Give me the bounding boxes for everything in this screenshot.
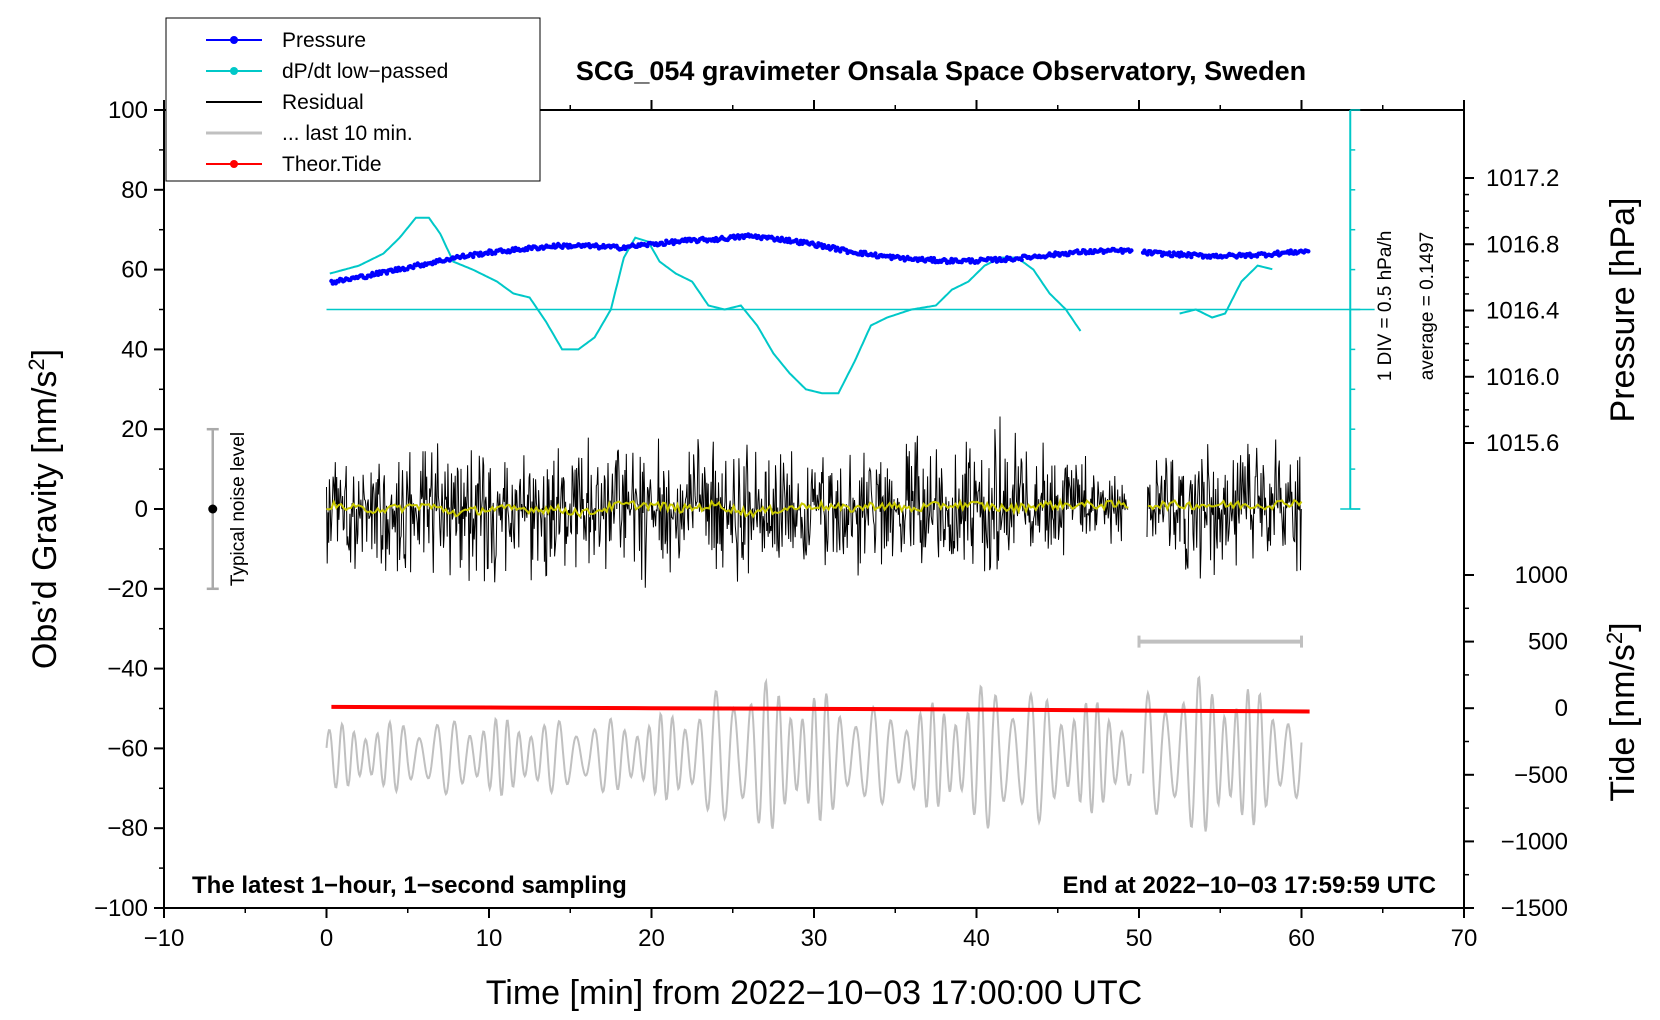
pressure-point	[1306, 249, 1311, 254]
tide-tick-label: −1000	[1501, 828, 1568, 855]
y-left-tick-label: −100	[94, 895, 148, 922]
y-left-tick-label: −60	[107, 735, 148, 762]
x-tick-label: 30	[801, 925, 828, 952]
pressure-point	[560, 245, 565, 250]
note-noise-level: Typical noise level	[228, 432, 249, 586]
y-axis-title-pressure: Pressure [hPa]	[1604, 198, 1642, 423]
y-axis-title-tide: Tide [nm/s2]	[1602, 622, 1642, 801]
legend-item: ... last 10 min.	[206, 122, 413, 145]
pressure-point	[873, 251, 878, 256]
x-tick-label: 60	[1288, 925, 1315, 952]
legend: Pressure dP/dt low−passed Residual ... last…	[165, 17, 541, 182]
pressure-point	[931, 256, 937, 261]
legend-swatch-marker	[230, 67, 238, 75]
note-dpdt-average: average = 0.1497	[1417, 232, 1438, 380]
pressure-point	[794, 237, 799, 243]
pressure-point	[1167, 250, 1172, 255]
chart-title: SCG_054 gravimeter Onsala Space Observat…	[576, 56, 1306, 86]
pressure-tick-label: 1016.4	[1486, 298, 1559, 325]
residual-line	[326, 416, 1302, 588]
x-tick-label: −10	[144, 925, 185, 952]
x-tick-label: 0	[320, 925, 333, 952]
y-left-tick-label: 80	[121, 177, 148, 204]
y-left-tick-label: −20	[107, 576, 148, 603]
pressure-point	[1019, 257, 1024, 263]
last-10-min-line	[325, 675, 1303, 832]
y-left-tick-label: 40	[121, 336, 148, 363]
pressure-tick-label: 1016.0	[1486, 364, 1559, 391]
pressure-point	[485, 251, 491, 256]
tide-tick-label: −1500	[1501, 895, 1568, 922]
pressure-point	[411, 265, 416, 271]
note-end-time: End at 2022−10−03 17:59:59 UTC	[1062, 872, 1436, 899]
legend-item: Pressure	[206, 29, 366, 52]
legend-label: ... last 10 min.	[282, 122, 413, 145]
legend-label: Theor.Tide	[282, 153, 382, 176]
legend-label: Residual	[282, 91, 364, 114]
x-tick-label: 70	[1451, 925, 1478, 952]
pressure-series	[329, 232, 1311, 286]
y-axis-title-left: Obs’d Gravity [nm/s2]	[24, 349, 64, 669]
tide-tick-label: 500	[1528, 629, 1568, 656]
pressure-point	[471, 254, 476, 260]
x-tick-label: 10	[476, 925, 503, 952]
y-left-tick-label: 60	[121, 257, 148, 284]
noise-bar-center	[208, 504, 218, 514]
annotation-bars	[206, 427, 1303, 648]
x-tick-label: 20	[638, 925, 665, 952]
pressure-point	[993, 255, 998, 261]
legend-swatch-marker	[230, 36, 238, 44]
legend-label: dP/dt low−passed	[282, 60, 448, 83]
legend-label: Pressure	[282, 29, 366, 52]
pressure-point	[1129, 248, 1134, 253]
tide-tick-label: 1000	[1515, 562, 1568, 589]
y-left-tick-label: −80	[107, 815, 148, 842]
tide-tick-label: 0	[1555, 695, 1568, 722]
note-dpdt-scale: 1 DIV = 0.5 hPa/h	[1375, 231, 1396, 382]
legend-item: dP/dt low−passed	[206, 60, 448, 83]
x-tick-label: 50	[1126, 925, 1153, 952]
pressure-point	[1275, 249, 1280, 254]
dpdt-series	[326, 109, 1375, 510]
dpdt-line-segment	[329, 216, 1082, 395]
pressure-point	[786, 236, 792, 241]
legend-item: Theor.Tide	[206, 153, 382, 176]
theoretical-tide-series	[331, 704, 1310, 714]
tide-line	[331, 704, 1310, 714]
legend-box	[165, 17, 541, 182]
note-sampling: The latest 1−hour, 1−second sampling	[192, 872, 627, 899]
pressure-tick-label: 1017.2	[1486, 165, 1559, 192]
residual-smoothed-line	[326, 497, 1303, 519]
y-left-tick-label: −40	[107, 656, 148, 683]
residual-smoothed-series	[326, 497, 1303, 519]
y-left-tick-label: 20	[121, 416, 148, 443]
last-10-min-series	[325, 675, 1303, 832]
x-axis-title: Time [min] from 2022−10−03 17:00:00 UTC	[486, 974, 1142, 1012]
y-left-tick-label: 100	[108, 97, 148, 124]
axes-ticks: −10 0 10 20 30 40 50 60 70100806040200−20−40−60−…	[94, 97, 1568, 952]
residual-series	[326, 416, 1302, 588]
pressure-tick-label: 1015.6	[1486, 430, 1559, 457]
x-tick-label: 40	[963, 925, 990, 952]
legend-swatch-marker	[230, 160, 238, 168]
legend-item: Residual	[206, 91, 364, 114]
y-left-tick-label: 0	[135, 496, 148, 523]
pressure-tick-label: 1016.8	[1486, 231, 1559, 258]
tide-tick-label: −500	[1514, 762, 1568, 789]
